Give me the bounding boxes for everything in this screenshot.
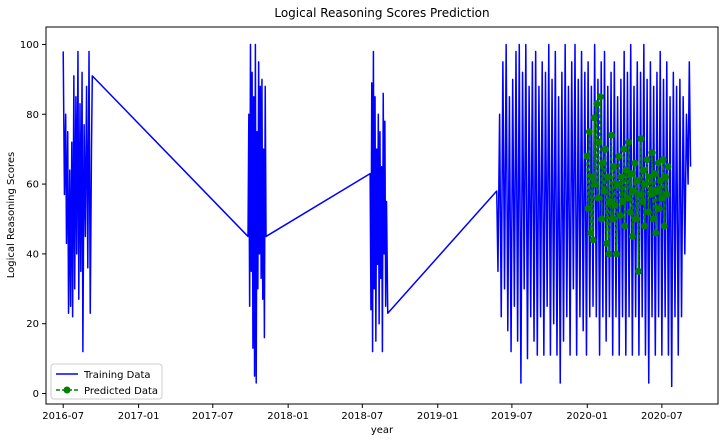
x-axis: 2016-07 2017-01 2017-07 2018-01 2018-07 2019-…: [42, 404, 683, 422]
predicted-point: [626, 208, 634, 216]
predicted-point: [636, 191, 644, 199]
predicted-point: [641, 222, 649, 230]
chart-title: Logical Reasoning Scores Prediction: [274, 6, 489, 20]
predicted-point: [619, 198, 627, 206]
predicted-point: [623, 194, 631, 202]
predicted-point: [628, 232, 636, 240]
predicted-point: [607, 131, 615, 139]
predicted-point: [605, 250, 613, 258]
predicted-point: [638, 198, 646, 206]
predicted-point: [612, 250, 620, 258]
y-axis: 0 20 40 60 80 100: [20, 40, 46, 400]
predicted-point: [595, 138, 603, 146]
predicted-point: [604, 173, 612, 181]
predicted-point: [621, 222, 629, 230]
predicted-point: [657, 177, 665, 185]
predicted-point: [603, 239, 611, 247]
predicted-point: [652, 229, 660, 237]
predicted-point: [633, 177, 641, 185]
predicted-point: [600, 187, 608, 195]
predicted-point: [630, 187, 638, 195]
predicted-point: [650, 170, 658, 178]
x-tick-label: 2017-01: [118, 411, 160, 422]
predicted-point: [593, 100, 601, 108]
y-tick-label: 20: [26, 319, 39, 330]
predicted-point: [601, 145, 609, 153]
x-tick-label: 2020-07: [641, 411, 683, 422]
predicted-point: [591, 180, 599, 188]
predicted-point: [610, 163, 618, 171]
series-line-training: [62, 43, 692, 388]
predicted-point: [664, 163, 672, 171]
predicted-point: [659, 156, 667, 164]
predicted-point: [611, 201, 619, 209]
x-axis-title: year: [371, 425, 394, 436]
predicted-point: [654, 159, 662, 167]
x-tick-label: 2018-01: [267, 411, 309, 422]
predicted-point: [637, 135, 645, 143]
predicted-point: [632, 215, 640, 223]
predicted-point: [653, 187, 661, 195]
x-tick-label: 2019-07: [491, 411, 533, 422]
predicted-point: [648, 149, 656, 157]
predicted-point: [585, 128, 593, 136]
predicted-point: [606, 198, 614, 206]
x-tick-label: 2017-07: [192, 411, 234, 422]
x-tick-label: 2019-01: [417, 411, 459, 422]
predicted-point: [590, 114, 598, 122]
x-tick-label: 2016-07: [42, 411, 84, 422]
legend-marker-predicted: [63, 386, 71, 394]
legend: Training Data Predicted Data: [50, 363, 163, 400]
plot-frame: [45, 26, 719, 405]
y-tick-label: 0: [33, 389, 39, 400]
predicted-point: [658, 194, 666, 202]
predicted-point: [631, 159, 639, 167]
predicted-point: [589, 236, 597, 244]
predicted-point: [642, 180, 650, 188]
predicted-point: [588, 173, 596, 181]
predicted-point: [594, 194, 602, 202]
predicted-point: [599, 159, 607, 167]
predicted-point: [655, 205, 663, 213]
predicted-point: [649, 215, 657, 223]
predicted-point: [622, 166, 630, 174]
legend-label-predicted: Predicted Data: [84, 386, 158, 397]
predicted-point: [627, 170, 635, 178]
predicted-point: [620, 145, 628, 153]
y-tick-label: 80: [26, 110, 39, 121]
predicted-point: [660, 222, 668, 230]
predicted-point: [644, 208, 652, 216]
predicted-point: [609, 215, 617, 223]
predicted-point: [635, 267, 643, 275]
predicted-point: [583, 152, 591, 160]
predicted-point: [663, 191, 671, 199]
legend-box: [50, 363, 163, 400]
predicted-point: [616, 212, 624, 219]
predicted-point: [584, 205, 592, 213]
predicted-point: [639, 166, 647, 174]
predicted-point: [587, 229, 595, 237]
predicted-point: [614, 180, 622, 188]
x-tick-label: 2020-01: [566, 411, 608, 422]
predicted-point: [596, 93, 604, 101]
x-tick-label: 2018-07: [341, 411, 383, 422]
series-layer: [62, 43, 692, 388]
predicted-point: [647, 191, 655, 199]
y-tick-label: 100: [20, 40, 39, 51]
predicted-point: [598, 215, 606, 223]
y-tick-label: 60: [26, 180, 39, 191]
predicted-point: [625, 138, 633, 146]
y-axis-title: Logical Reasoning Scores: [6, 152, 17, 279]
predicted-point: [615, 152, 623, 160]
predicted-point: [643, 156, 651, 164]
predicted-point: [617, 173, 625, 181]
predicted-point: [662, 173, 670, 181]
legend-label-training: Training Data: [83, 370, 151, 381]
y-tick-label: 40: [26, 249, 39, 260]
predicted-point: [646, 173, 654, 181]
